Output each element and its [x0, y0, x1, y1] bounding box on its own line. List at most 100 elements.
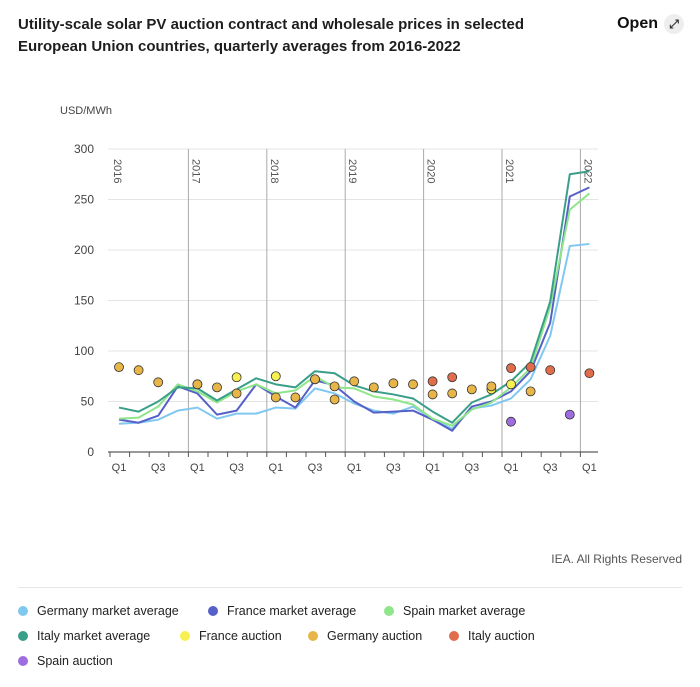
legend-germany-market[interactable]: Germany market average — [18, 604, 208, 618]
auction-point — [270, 392, 281, 403]
year-label: 2016 — [111, 159, 123, 183]
legend-row: Spain auction — [18, 648, 682, 673]
legend-italy-market[interactable]: Italy market average — [18, 629, 180, 643]
auction-point — [525, 362, 536, 373]
legend-label: Italy auction — [468, 628, 535, 643]
auction-point — [290, 392, 301, 403]
legend-label: Spain auction — [37, 653, 113, 668]
year-label: 2020 — [425, 159, 437, 183]
chart-title: Utility-scale solar PV auction contract … — [18, 16, 525, 55]
legend-marker — [308, 630, 318, 641]
auction-point — [329, 394, 340, 405]
legend-marker — [18, 630, 28, 641]
auction-point — [486, 381, 497, 392]
auction-point — [349, 376, 360, 387]
auction-point — [231, 388, 242, 399]
auction-point — [545, 365, 556, 376]
auction-point — [310, 374, 320, 385]
y-axis: 0 50 100 150 200 250 300 — [74, 142, 94, 459]
auction-point — [329, 381, 340, 392]
x-tick-label: Q3 — [543, 462, 558, 474]
legend-label: Spain market average — [403, 603, 526, 618]
legend-marker — [180, 630, 190, 641]
auction-point — [192, 379, 203, 390]
auction-point — [506, 363, 516, 374]
legend: Germany market average France market ave… — [18, 598, 682, 673]
auction-point — [231, 372, 242, 383]
auction-point — [584, 368, 595, 379]
x-tick-label: Q1 — [582, 462, 597, 474]
auction-point — [427, 389, 438, 400]
auction-point — [114, 362, 124, 373]
legend-label: France market average — [227, 603, 357, 618]
auction-point — [270, 371, 281, 382]
auction-point — [466, 384, 477, 395]
legend-france-auction[interactable]: France auction — [180, 629, 308, 643]
open-label: Open — [617, 15, 658, 32]
x-tick-label: Q1 — [504, 462, 519, 474]
x-tick-label: Q3 — [386, 462, 401, 474]
auction-point — [408, 379, 418, 390]
legend-spain-auction[interactable]: Spain auction — [18, 654, 113, 668]
legend-france-market[interactable]: France market average — [208, 604, 384, 618]
y-tick-label: 300 — [74, 142, 94, 156]
y-tick-label: 200 — [74, 243, 94, 257]
legend-marker — [18, 605, 28, 616]
legend-spain-market[interactable]: Spain market average — [384, 604, 525, 618]
legend-germany-auction[interactable]: Germany auction — [308, 629, 449, 643]
legend-row: Italy market average France auction Germ… — [18, 623, 682, 648]
x-tick-label: Q3 — [308, 462, 323, 474]
series-line — [118, 186, 590, 432]
auction-point — [506, 379, 516, 390]
y-axis-label: USD/MWh — [60, 105, 112, 117]
y-tick-label: 250 — [74, 193, 94, 207]
auction-point — [427, 376, 438, 387]
year-label: 2017 — [189, 159, 201, 183]
auction-point — [447, 372, 458, 383]
y-tick-label: 150 — [74, 294, 94, 308]
legend-label: Germany market average — [37, 603, 179, 618]
open-button[interactable]: Open ⤢ — [617, 14, 684, 34]
auction-point — [153, 377, 164, 388]
year-label: 2019 — [346, 159, 358, 183]
auction-point — [368, 382, 379, 393]
legend-label: Italy market average — [37, 628, 151, 643]
expand-icon[interactable]: ⤢ — [664, 14, 684, 34]
x-tick-label: Q1 — [112, 462, 127, 474]
auction-point — [212, 382, 222, 393]
auction-point — [133, 365, 144, 376]
legend-label: France auction — [199, 628, 282, 643]
legend-italy-auction[interactable]: Italy auction — [449, 629, 535, 643]
series-line — [118, 242, 590, 430]
legend-marker — [384, 605, 394, 616]
series-lines — [118, 170, 591, 432]
legend-label: Germany auction — [327, 628, 423, 643]
auction-point — [525, 386, 536, 397]
copyright-note: IEA. All Rights Reserved — [551, 552, 682, 566]
auction-point — [564, 409, 575, 420]
year-label: 2021 — [503, 159, 515, 183]
x-tick-label: Q1 — [268, 462, 283, 474]
y-tick-label: 100 — [74, 344, 94, 358]
legend-marker — [208, 605, 218, 616]
chart-svg: USD/MWh 2016 2017 2018 2019 2020 2021 2022 Q1 Q… — [60, 105, 598, 474]
y-tick-label: 0 — [87, 445, 94, 459]
auction-dots — [114, 362, 595, 427]
x-tick-label: Q1 — [425, 462, 440, 474]
x-tick-label: Q1 — [347, 462, 362, 474]
auction-point — [447, 388, 458, 399]
legend-marker — [18, 655, 28, 666]
legend-row: Germany market average France market ave… — [18, 598, 682, 623]
x-tick-label: Q1 — [190, 462, 205, 474]
legend-divider — [18, 587, 682, 588]
year-label: 2018 — [268, 159, 280, 183]
x-tick-label: Q3 — [464, 462, 479, 474]
y-tick-label: 50 — [81, 395, 95, 409]
auction-point — [506, 416, 516, 427]
x-axis: Q1 Q3 Q1 Q3 Q1 Q3 Q1 Q3 Q1 Q3 Q1 Q3 Q1 — [108, 451, 598, 474]
x-tick-label: Q3 — [229, 462, 244, 474]
grid — [108, 148, 598, 453]
legend-marker — [449, 630, 459, 641]
x-tick-label: Q3 — [151, 462, 166, 474]
auction-point — [388, 378, 399, 389]
